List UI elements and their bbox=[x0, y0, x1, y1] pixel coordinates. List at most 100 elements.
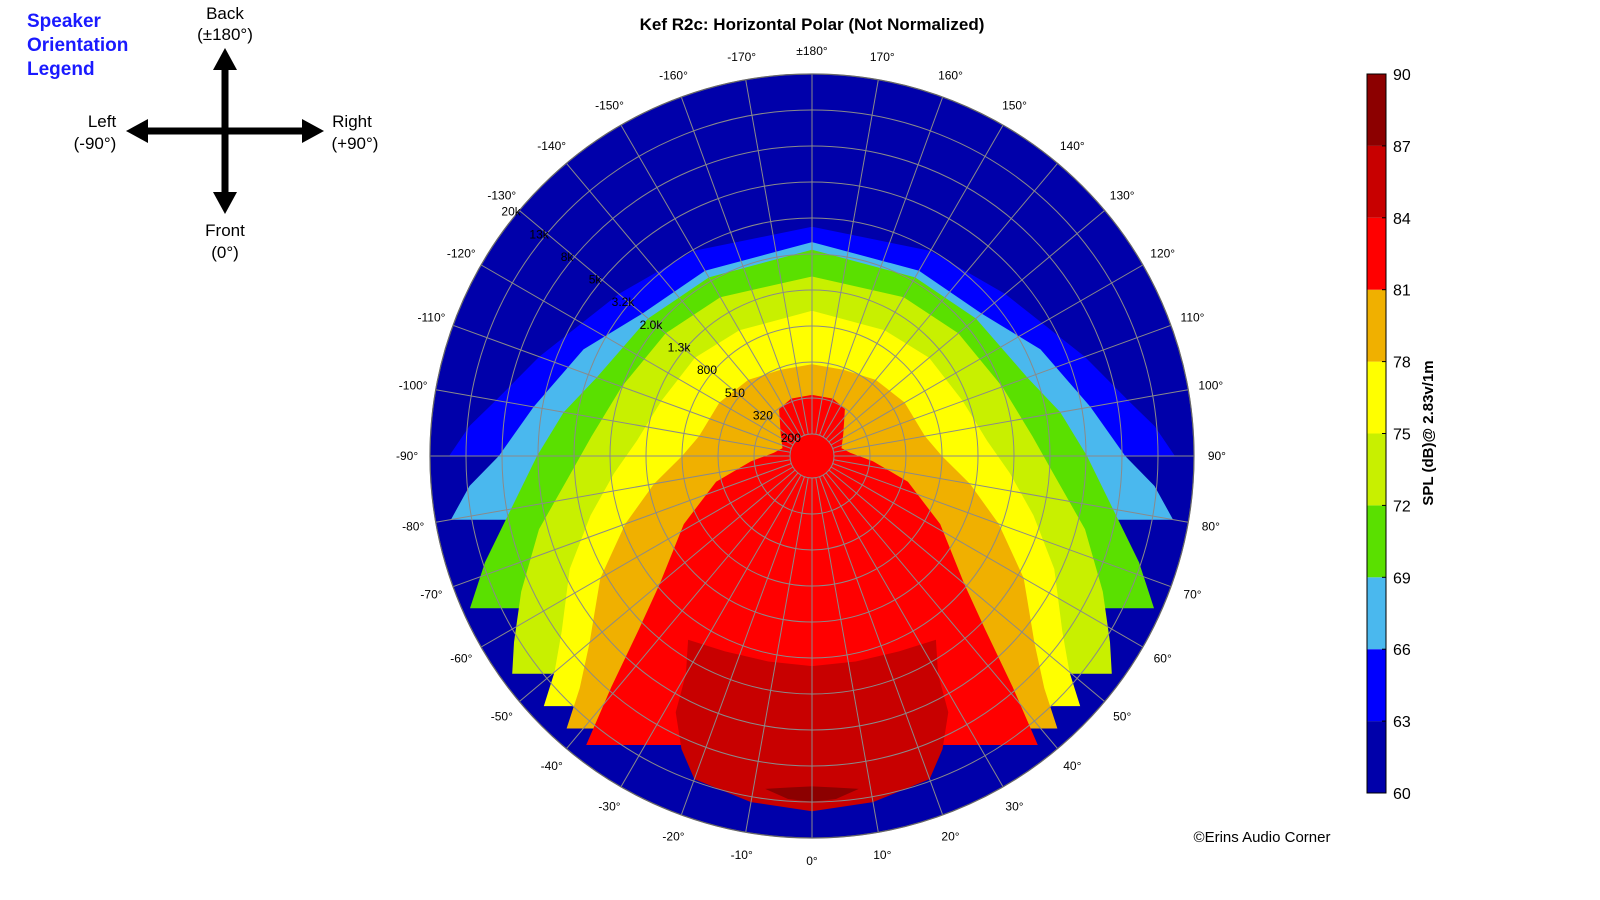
angle-label: 140° bbox=[1060, 139, 1085, 153]
angle-label: -110° bbox=[418, 311, 446, 325]
frequency-ring-label: 13k bbox=[529, 227, 549, 241]
orientation-legend-title-line: Speaker bbox=[27, 11, 101, 32]
colorbar-tick-label: 60 bbox=[1393, 786, 1411, 803]
frequency-ring-labels: 200 320 510 800 1.3k 2.0k 3.2k 5k 8k 13k 20k bbox=[501, 205, 801, 446]
colorbar-tick-label: 78 bbox=[1393, 355, 1411, 372]
colorbar-band bbox=[1367, 505, 1386, 578]
angle-label: 30° bbox=[1005, 800, 1023, 814]
colorbar-band bbox=[1367, 649, 1386, 722]
colorbar-label: SPL (dB)@ 2.83v/1m bbox=[1420, 360, 1437, 505]
polar-grid-ring bbox=[465, 109, 1159, 803]
orientation-right-angle: (+90°) bbox=[332, 134, 379, 153]
polar-grid-ring bbox=[681, 325, 943, 587]
angle-label: -160° bbox=[659, 69, 688, 83]
colorbar-band bbox=[1367, 361, 1386, 434]
frequency-ring-label: 8k bbox=[561, 250, 575, 264]
polar-grid-ring bbox=[501, 145, 1123, 767]
frequency-ring-label: 5k bbox=[589, 273, 603, 287]
colorbar-tick-label: 75 bbox=[1393, 427, 1411, 444]
orientation-left-angle: (-90°) bbox=[74, 134, 117, 153]
colorbar-tick-label: 81 bbox=[1393, 283, 1411, 300]
polar-grid-ring bbox=[537, 181, 1087, 731]
angle-label: 160° bbox=[938, 69, 963, 83]
polar-grid bbox=[429, 73, 1195, 839]
colorbar-band bbox=[1367, 217, 1386, 290]
angle-label: -130° bbox=[487, 189, 516, 203]
angle-label: -100° bbox=[399, 379, 428, 393]
orientation-back-label: Back bbox=[206, 4, 244, 23]
polar-grid-ring bbox=[789, 433, 835, 479]
polar-grid-ring bbox=[609, 253, 1015, 659]
angle-label: -140° bbox=[537, 139, 566, 153]
angle-label: 110° bbox=[1181, 311, 1205, 325]
colorbar-tick-label: 69 bbox=[1393, 570, 1411, 587]
angle-label: 40° bbox=[1063, 759, 1081, 773]
colorbar-band bbox=[1367, 433, 1386, 506]
colorbar-ticks: 90 87 84 81 78 75 72 69 66 63 60 bbox=[1382, 67, 1411, 803]
arrow-left-icon bbox=[126, 119, 148, 143]
angle-label: 170° bbox=[870, 50, 895, 64]
angle-label: -50° bbox=[491, 709, 513, 723]
angle-label: -90° bbox=[396, 449, 418, 463]
arrow-down-icon bbox=[213, 192, 237, 214]
angle-label: -170° bbox=[727, 50, 756, 64]
arrow-right-icon bbox=[302, 119, 324, 143]
orientation-legend-title: Speaker Orientation Legend bbox=[27, 10, 128, 82]
angle-label: -10° bbox=[731, 848, 753, 862]
angle-label: -70° bbox=[420, 588, 442, 602]
colorbar-tick-label: 87 bbox=[1393, 139, 1411, 156]
angle-label: 10° bbox=[873, 848, 891, 862]
frequency-ring-label: 510 bbox=[725, 386, 745, 400]
frequency-ring-label: 800 bbox=[697, 363, 717, 377]
angle-label: -30° bbox=[598, 800, 620, 814]
angle-label: 60° bbox=[1154, 652, 1172, 666]
colorbar-bands bbox=[1367, 74, 1386, 793]
frequency-ring-label: 2.0k bbox=[640, 318, 664, 332]
colorbar-tick-label: 72 bbox=[1393, 498, 1411, 515]
colorbar-band bbox=[1367, 145, 1386, 218]
colorbar-band bbox=[1367, 721, 1386, 793]
angle-label: -20° bbox=[662, 830, 684, 844]
polar-grid-ring bbox=[753, 397, 871, 515]
angle-label: 100° bbox=[1198, 379, 1223, 393]
colorbar-tick-label: 84 bbox=[1393, 211, 1411, 228]
angle-label: 0° bbox=[806, 854, 818, 868]
frequency-ring-label: 3.2k bbox=[612, 295, 636, 309]
orientation-front-label: Front bbox=[205, 221, 245, 240]
colorbar-band bbox=[1367, 289, 1386, 362]
polar-grid-ring bbox=[717, 361, 907, 551]
orientation-legend-title-line: Legend bbox=[27, 59, 95, 80]
angle-label: 20° bbox=[941, 830, 959, 844]
polar-grid-ring bbox=[645, 289, 979, 623]
angle-label: 70° bbox=[1183, 588, 1201, 602]
polar-outer-ring bbox=[429, 73, 1195, 839]
frequency-ring-label: 200 bbox=[781, 431, 801, 445]
credit-text: ©Erins Audio Corner bbox=[1194, 829, 1331, 846]
angle-label: -60° bbox=[450, 652, 472, 666]
frequency-ring-label: 320 bbox=[753, 409, 773, 423]
angle-label: 130° bbox=[1110, 189, 1135, 203]
polar-plot: 200 320 510 800 1.3k 2.0k 3.2k 5k 8k 13k 20k ±180°… bbox=[396, 44, 1226, 868]
colorbar-tick-label: 63 bbox=[1393, 714, 1411, 731]
angle-label: -80° bbox=[402, 519, 424, 533]
angle-label: -150° bbox=[595, 98, 624, 112]
colorbar: 90 87 84 81 78 75 72 69 66 63 60 SPL (dB)@ 2.83v/1… bbox=[1366, 67, 1437, 803]
angle-label: ±180° bbox=[796, 44, 828, 58]
angle-label: 80° bbox=[1202, 519, 1220, 533]
colorbar-band bbox=[1367, 74, 1386, 146]
polar-grid-ring bbox=[573, 217, 1051, 695]
colorbar-band bbox=[1367, 577, 1386, 650]
angle-label: -40° bbox=[541, 759, 563, 773]
angle-labels: ±180° 170° 160° 150° 140° 130° 120° 110° 100° 90°… bbox=[396, 44, 1226, 868]
arrow-up-icon bbox=[213, 48, 237, 70]
frequency-ring-label: 20k bbox=[501, 205, 521, 219]
orientation-right-label: Right bbox=[332, 112, 372, 131]
angle-label: -120° bbox=[447, 247, 476, 261]
angle-label: 50° bbox=[1113, 709, 1131, 723]
angle-label: 120° bbox=[1150, 247, 1175, 261]
orientation-front-angle: (0°) bbox=[211, 243, 239, 262]
colorbar-tick-label: 90 bbox=[1393, 67, 1411, 84]
angle-label: 90° bbox=[1208, 449, 1226, 463]
orientation-legend-title-line: Orientation bbox=[27, 35, 129, 56]
